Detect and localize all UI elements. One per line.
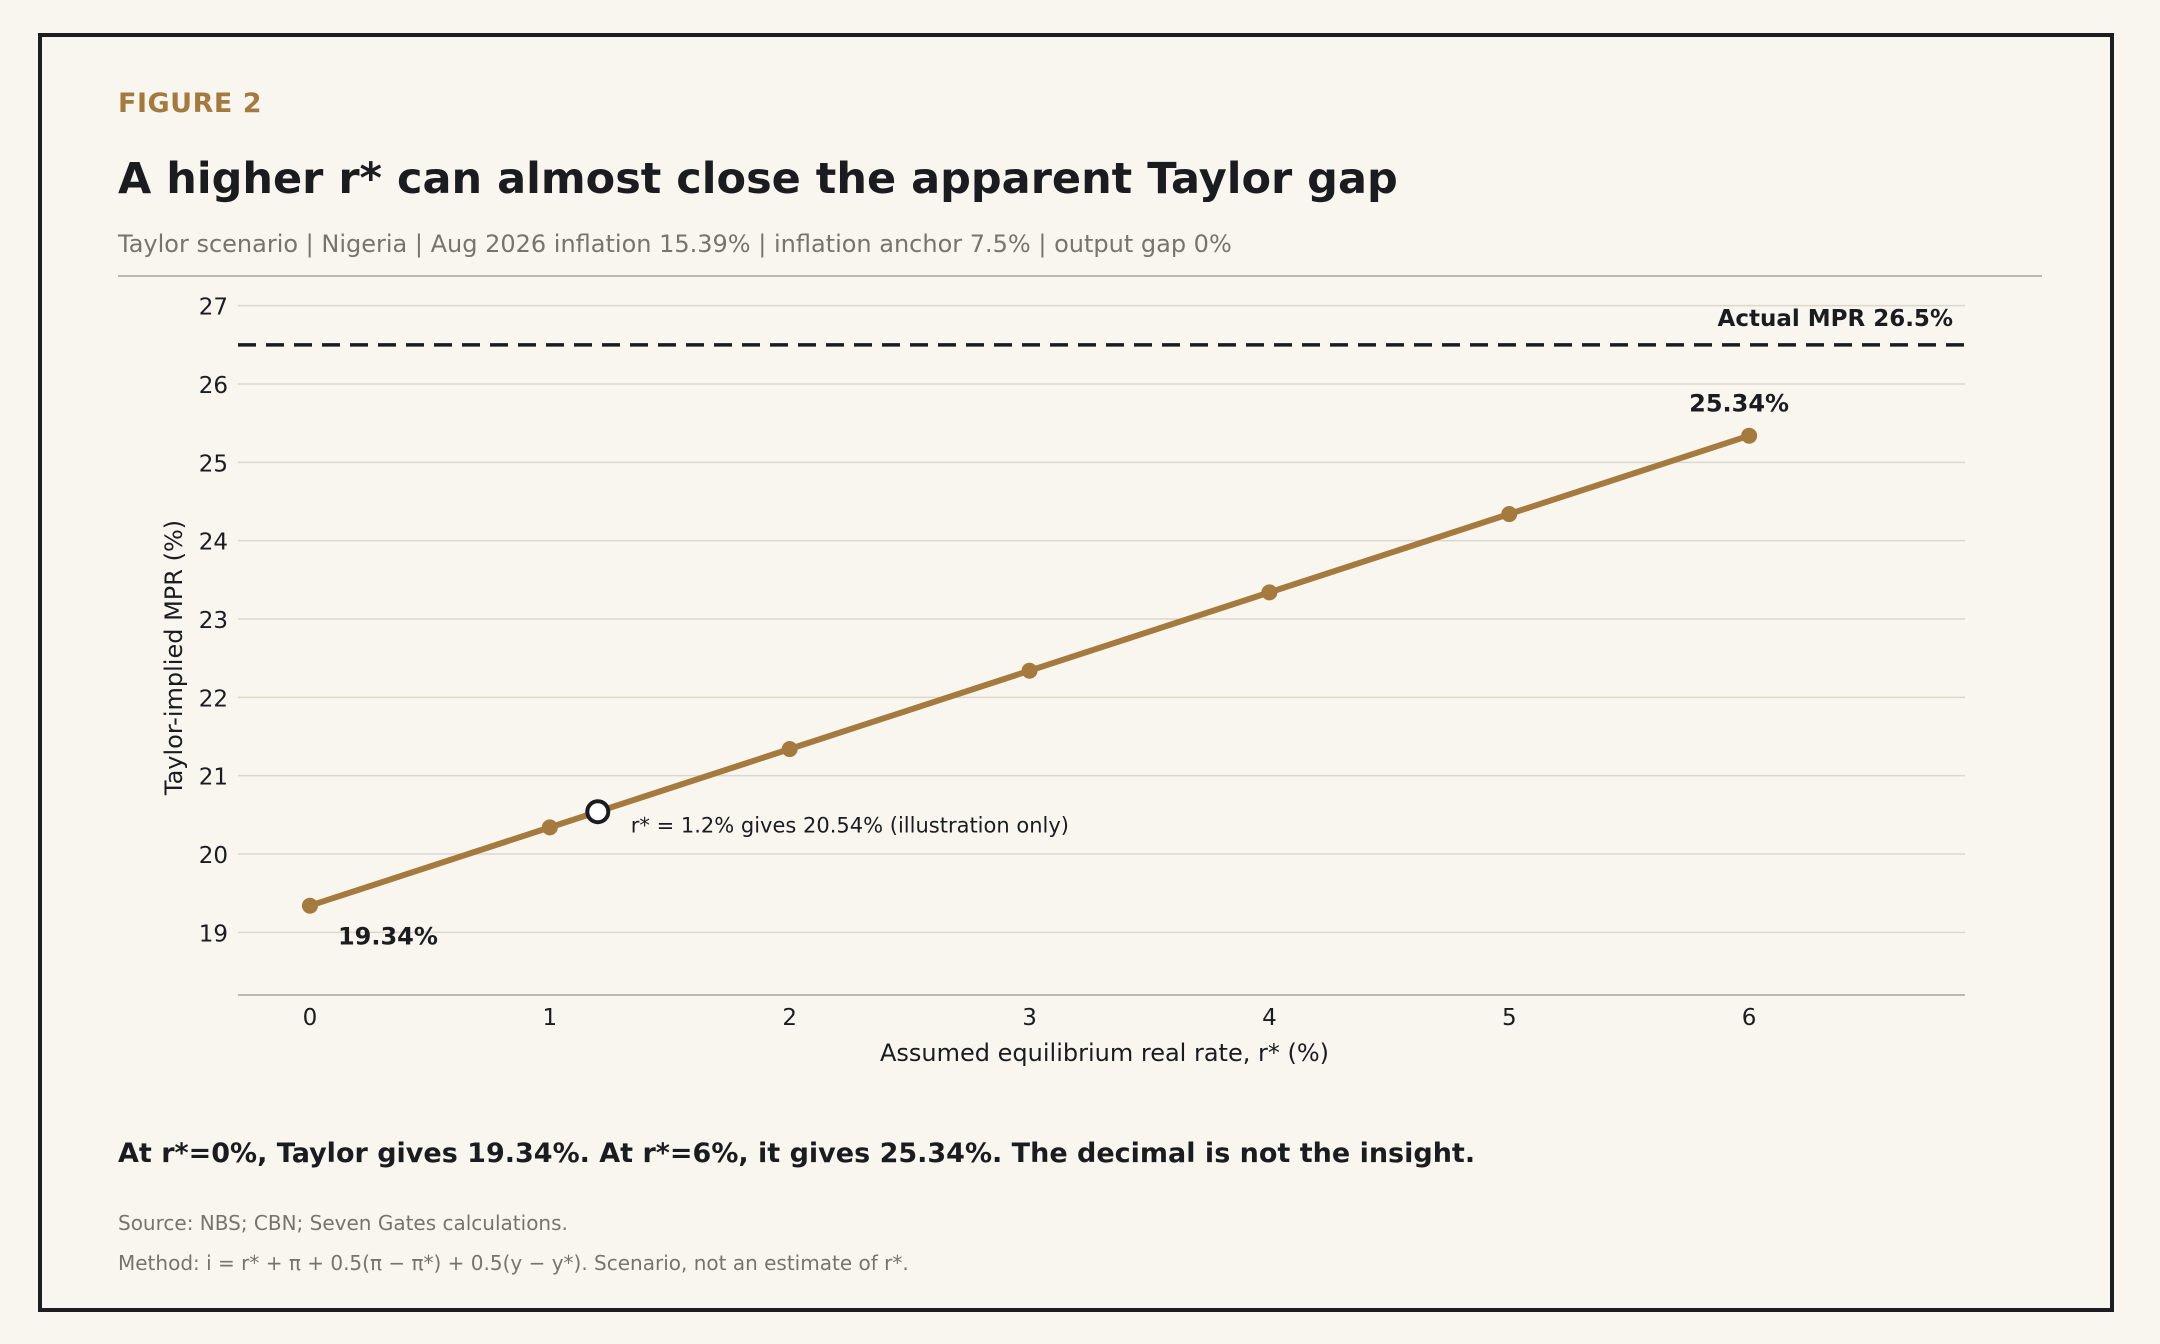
figure-label: FIGURE 2 [118,88,262,119]
chart-title: A higher r* can almost close the apparen… [118,154,1398,204]
data-point [1741,427,1758,444]
y-tick-label: 19 [199,921,228,947]
data-label: 19.34% [338,923,438,951]
x-tick-label: 2 [782,1005,797,1031]
highlight-annotation: r* = 1.2% gives 20.54% (illustration onl… [631,814,1069,838]
data-point [1021,662,1038,679]
y-tick-label: 25 [199,451,228,477]
reference-line-label: Actual MPR 26.5% [1718,306,1953,332]
y-axis-title: Taylor-implied MPR (%) [160,520,188,796]
takeaway-text: At r*=0%, Taylor gives 19.34%. At r*=6%,… [118,1138,1476,1169]
y-tick-label: 22 [199,686,228,712]
x-tick-label: 6 [1742,1005,1757,1031]
highlight-marker [585,799,611,825]
data-point [541,819,558,836]
chart-subtitle: Taylor scenario | Nigeria | Aug 2026 inf… [118,230,1232,258]
data-point [781,741,798,758]
x-tick-label: 4 [1262,1005,1277,1031]
data-point [301,897,318,914]
figure-frame [38,33,2114,1312]
source-note: Source: NBS; CBN; Seven Gates calculatio… [118,1211,568,1235]
y-tick-label: 21 [199,765,228,791]
data-label: 25.34% [1689,390,1789,418]
x-tick-label: 5 [1502,1005,1517,1031]
y-tick-label: 27 [199,295,228,321]
y-tick-label: 24 [199,530,228,556]
y-tick-label: 23 [199,608,228,634]
y-tick-label: 26 [199,373,228,399]
x-tick-label: 0 [303,1005,318,1031]
data-point [1261,584,1278,601]
x-axis-title: Assumed equilibrium real rate, r* (%) [880,1039,1329,1067]
method-note: Method: i = r* + π + 0.5(π − π*) + 0.5(y… [118,1251,909,1275]
y-tick-label: 20 [199,843,228,869]
x-tick-label: 1 [542,1005,557,1031]
header-divider [118,275,2042,277]
x-tick-label: 3 [1022,1005,1037,1031]
data-point [1501,506,1518,523]
